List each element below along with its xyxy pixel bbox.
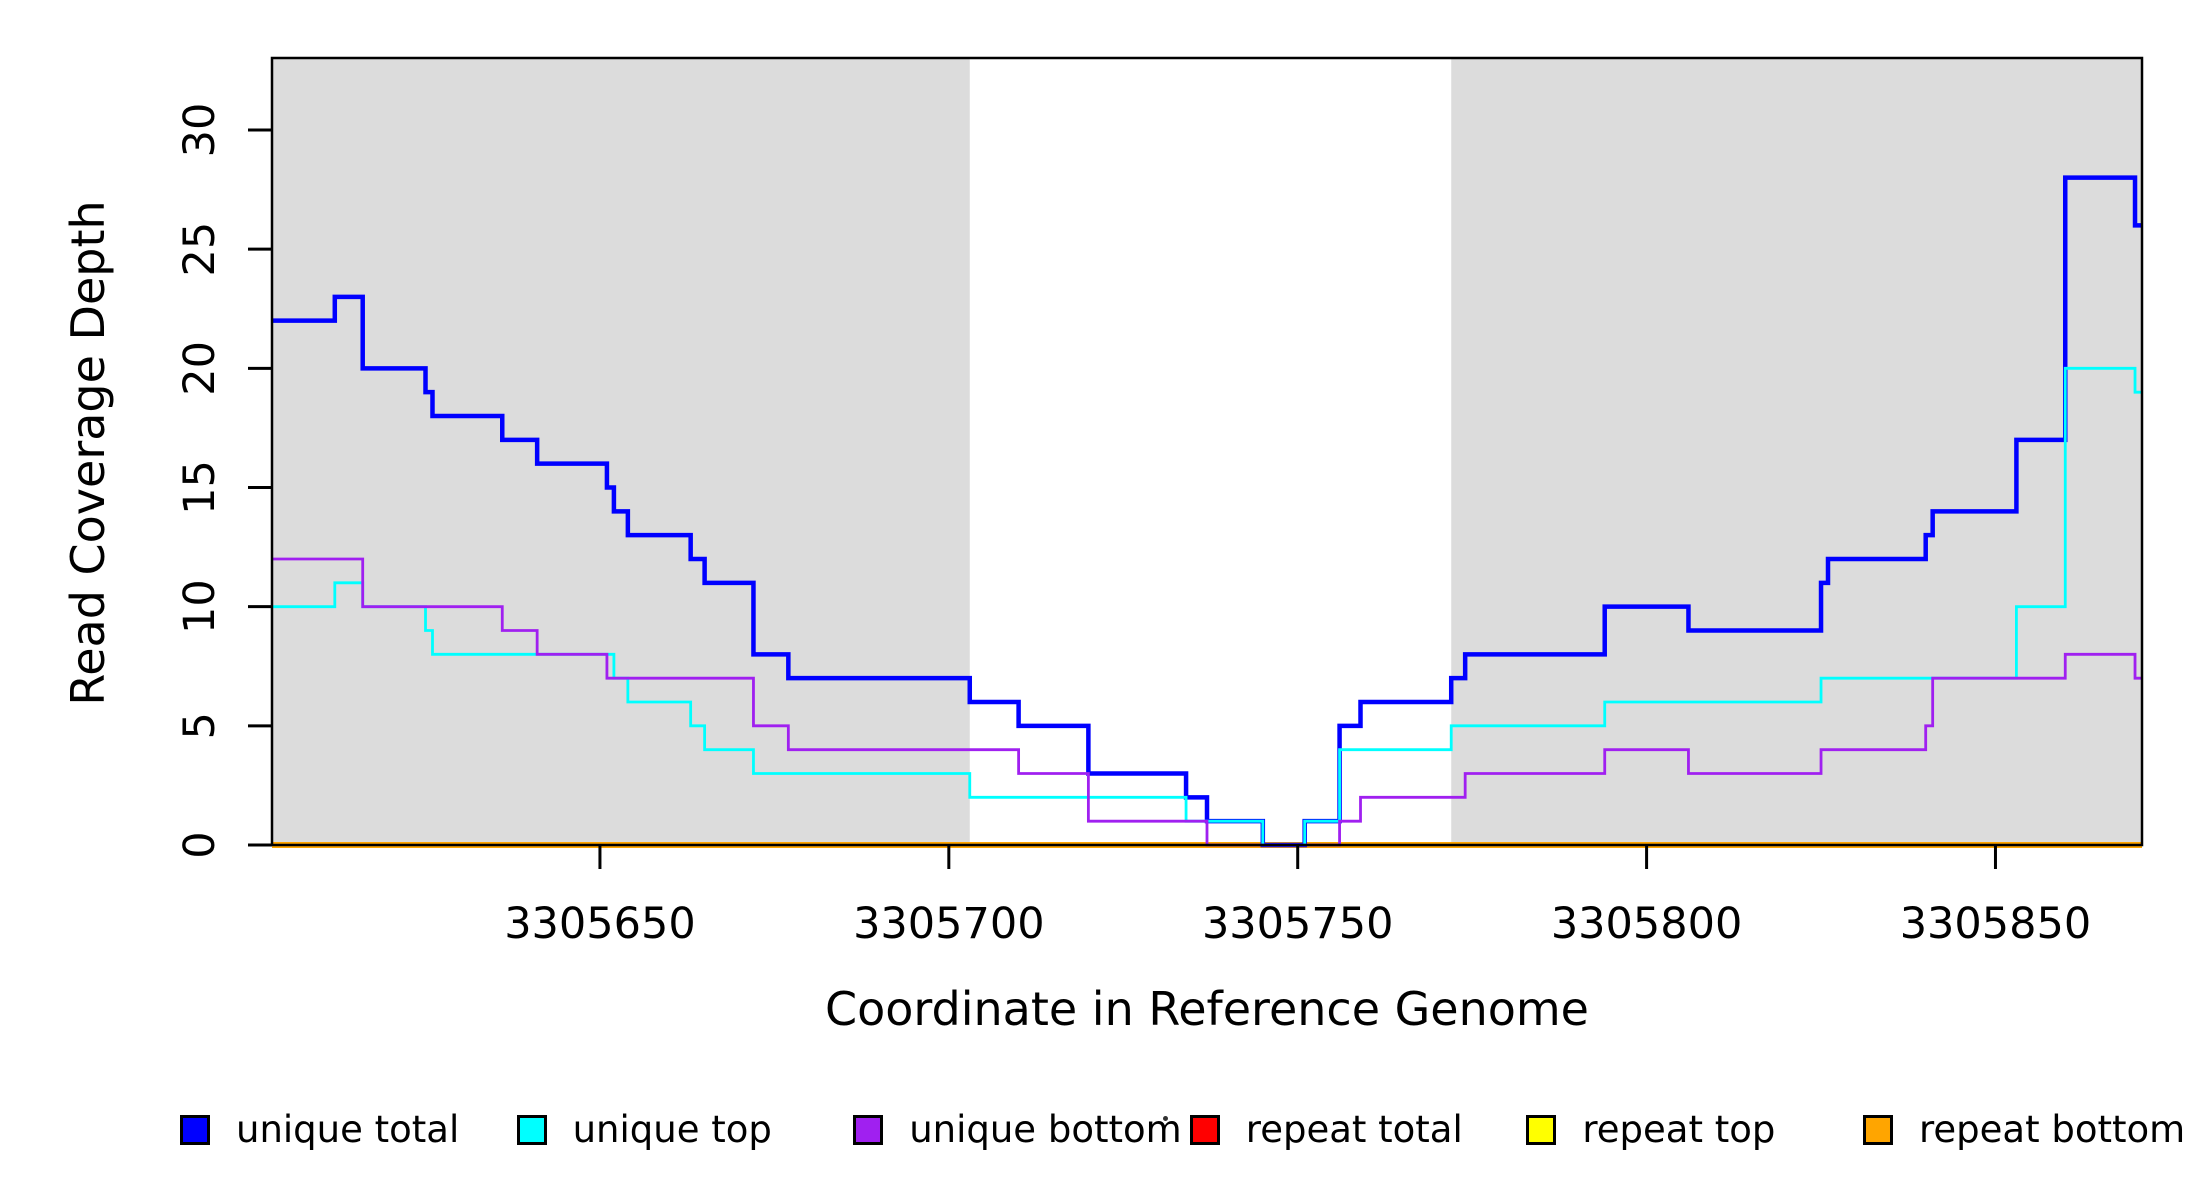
legend-label: unique top (572, 1108, 772, 1151)
x-tick-label-3305650: 3305650 (504, 899, 696, 949)
legend-item-repeat-top: repeat top (1526, 1108, 1776, 1151)
legend-swatch-unique-top (516, 1115, 547, 1145)
legend-label: unique bottom (909, 1108, 1182, 1151)
x-tick-label-3305850: 3305850 (1900, 899, 2092, 949)
x-tick-label-3305750: 3305750 (1202, 899, 1394, 949)
x-tick-label-3305700: 3305700 (853, 899, 1045, 949)
legend-item-unique-bottom: unique bottom (853, 1108, 1182, 1151)
legend-swatch-repeat-top (1526, 1115, 1557, 1145)
legend-swatch-repeat-total (1189, 1115, 1220, 1145)
left-gray-band (272, 58, 970, 845)
plot-border (270, 56, 2144, 847)
series-line-unique-bottom (272, 557, 2142, 847)
legend-item-unique-top: unique top (516, 1108, 772, 1151)
y-tick-label-30: 30 (175, 103, 225, 158)
legend-item-repeat-bottom: repeat bottom (1863, 1108, 2186, 1151)
stray-dot-artifact (1163, 1116, 1168, 1121)
legend-item-unique-total: unique total (180, 1108, 460, 1151)
legend-swatch-unique-total (180, 1115, 210, 1145)
y-tick-label-5: 5 (175, 712, 225, 739)
x-tick-label-3305800: 3305800 (1551, 899, 1743, 949)
series-line-unique-top (272, 366, 2142, 847)
y-tick-label-25: 25 (175, 222, 225, 277)
y-tick-label-15: 15 (175, 460, 225, 515)
legend-swatch-repeat-bottom (1863, 1115, 1893, 1145)
right-gray-band (1451, 58, 2142, 845)
y-tick-label-20: 20 (175, 341, 225, 396)
legend-label: unique total (236, 1108, 460, 1151)
legend-label: repeat total (1245, 1108, 1463, 1151)
series-line-unique-total (272, 175, 2142, 848)
y-tick-label-10: 10 (175, 579, 225, 634)
y-tick-label-0: 0 (175, 831, 225, 858)
legend-item-repeat-total: repeat total (1189, 1108, 1463, 1151)
y-axis-title: Read Coverage Depth (61, 200, 115, 706)
legend-label: repeat bottom (1919, 1108, 2186, 1151)
x-axis-title: Coordinate in Reference Genome (825, 982, 1589, 1036)
legend-swatch-unique-bottom (853, 1115, 884, 1145)
legend-label: repeat top (1582, 1108, 1776, 1151)
